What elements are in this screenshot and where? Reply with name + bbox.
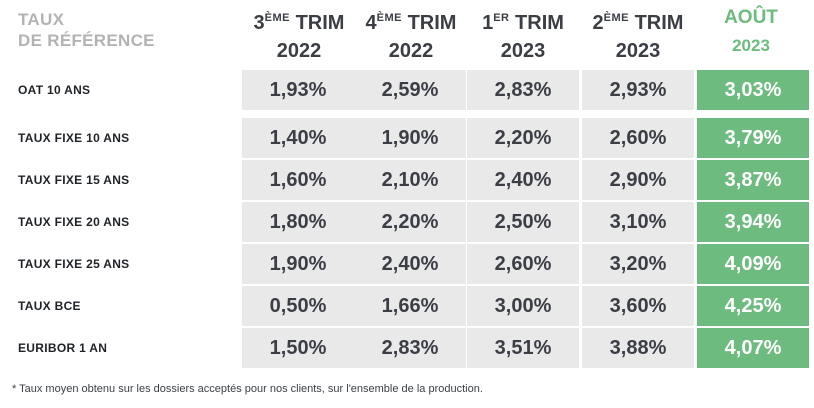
rate-cell: 2,10% <box>354 160 466 200</box>
rate-cell: 2,20% <box>467 118 579 158</box>
reference-rate-header: TAUX DE RÉFÉRENCE <box>18 9 155 51</box>
rate-cell: 2,60% <box>582 118 694 158</box>
rate-cell: 2,90% <box>582 160 694 200</box>
rate-cell: 3,94% <box>697 202 809 242</box>
rate-cell: 2,40% <box>354 244 466 284</box>
rate-cell: 3,60% <box>582 286 694 326</box>
rate-cell: 3,20% <box>582 244 694 284</box>
header-label-line2: DE RÉFÉRENCE <box>18 31 155 50</box>
row-label: TAUX FIXE 20 ANS <box>18 215 130 229</box>
rate-cell: 3,79% <box>697 118 809 158</box>
rate-cell: 1,90% <box>242 244 354 284</box>
rate-cell: 2,50% <box>467 202 579 242</box>
rate-cell: 3,88% <box>582 328 694 368</box>
rate-cell: 3,87% <box>697 160 809 200</box>
rate-cell: 3,51% <box>467 328 579 368</box>
row-label: TAUX FIXE 15 ANS <box>18 173 130 187</box>
rate-cell: 0,50% <box>242 286 354 326</box>
rate-cell: 2,93% <box>582 70 694 110</box>
rate-cell: 1,66% <box>354 286 466 326</box>
footnote: * Taux moyen obtenu sur les dossiers acc… <box>12 383 483 395</box>
rate-cell: 2,83% <box>467 70 579 110</box>
row-label: EURIBOR 1 AN <box>18 341 108 355</box>
rate-cell: 3,10% <box>582 202 694 242</box>
rate-cell: 2,59% <box>354 70 466 110</box>
column-header-q1-2023: 1ER TRIM 2023 <box>482 12 564 62</box>
rate-cell: 1,40% <box>242 118 354 158</box>
rate-cell: 4,07% <box>697 328 809 368</box>
rate-cell: 3,00% <box>467 286 579 326</box>
rate-cell: 2,40% <box>467 160 579 200</box>
rate-cell: 2,60% <box>467 244 579 284</box>
rate-cell: 2,83% <box>354 328 466 368</box>
rate-cell: 1,50% <box>242 328 354 368</box>
rate-cell: 1,60% <box>242 160 354 200</box>
row-label: TAUX BCE <box>18 299 81 313</box>
rate-cell: 4,09% <box>697 244 809 284</box>
column-header-q3-2022: 3ÈME TRIM 2022 <box>253 12 345 62</box>
column-header-q4-2022: 4ÈME TRIM 2022 <box>365 12 457 62</box>
rate-cell: 2,20% <box>354 202 466 242</box>
header-label-line1: TAUX <box>18 10 65 29</box>
rate-cell: 4,25% <box>697 286 809 326</box>
column-header-q2-2023: 2ÈME TRIM 2023 <box>592 12 684 62</box>
row-label: OAT 10 ANS <box>18 83 91 97</box>
row-label: TAUX FIXE 25 ANS <box>18 257 130 271</box>
rate-cell: 1,80% <box>242 202 354 242</box>
row-label: TAUX FIXE 10 ANS <box>18 131 130 145</box>
rate-cell: 3,03% <box>697 70 809 110</box>
rate-cell: 1,93% <box>242 70 354 110</box>
rate-cell: 1,90% <box>354 118 466 158</box>
column-header-aug-2023: AOÛT 2023 <box>724 7 778 55</box>
